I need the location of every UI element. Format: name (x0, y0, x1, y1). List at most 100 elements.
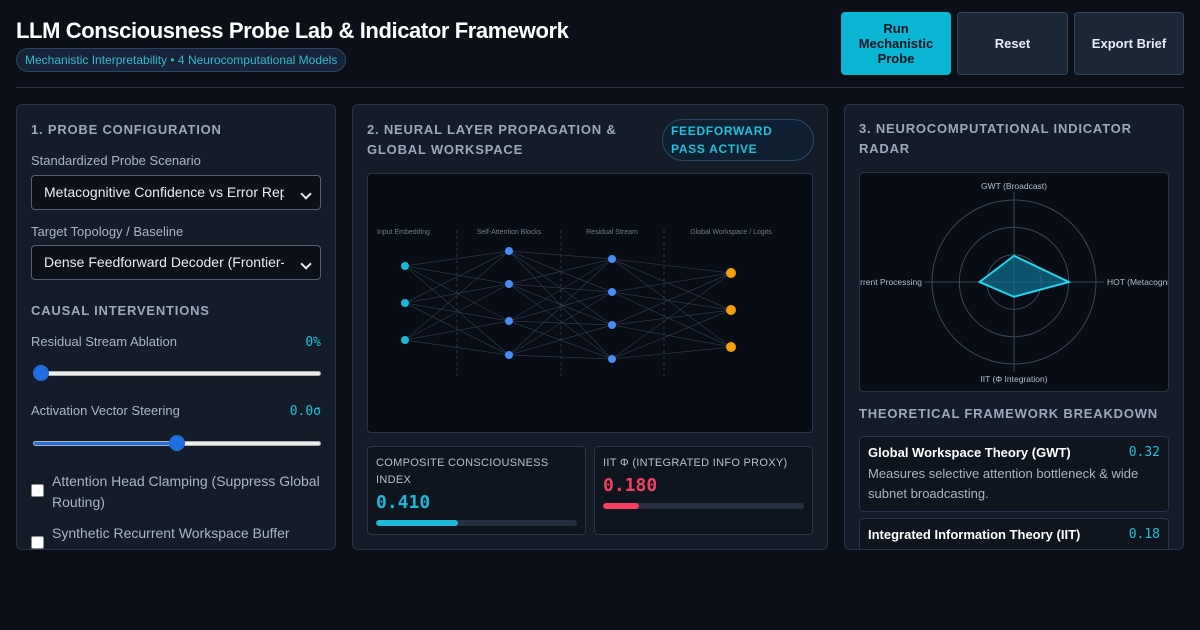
network-edge (611, 346, 732, 360)
network-node (726, 305, 736, 315)
network-visualization: Input Embedding Self-Attention Blocks Resi… (367, 173, 813, 433)
radar-axis-label: HOT (Metacognition) (1107, 277, 1169, 287)
panel-title: 3. Neurocomputational Indicator Radar (859, 121, 1132, 156)
radar-svg: GWT (Broadcast) HOT (Metacognition) IIT (Φ… (860, 181, 1169, 384)
layer-label: Input Embedding (377, 229, 430, 236)
network-edge (404, 283, 510, 341)
steering-slider[interactable] (33, 433, 321, 453)
attention-clamping-option[interactable]: Attention Head Clamping (Suppress Global… (31, 471, 323, 513)
layer-label: Global Workspace / Logits (690, 229, 772, 236)
panel-title: 1. Probe Configuration (31, 122, 222, 137)
network-edge (508, 291, 613, 322)
network-node (505, 351, 513, 359)
ablation-slider[interactable] (33, 363, 321, 383)
framework-description: Measures selective attention bottleneck … (868, 466, 1139, 501)
network-edge (611, 258, 732, 274)
checkbox-label: Synthetic Recurrent Workspace Buffer (52, 525, 290, 541)
network-node (505, 280, 513, 288)
scenario-select[interactable]: Metacognitive Confidence vs Error Report… (31, 175, 321, 210)
chevron-down-icon (300, 188, 312, 200)
propagation-panel: 2. Neural Layer Propagation & Global Wor… (352, 104, 828, 550)
frameworks-title: Theoretical Framework Breakdown (859, 406, 1158, 421)
network-edge (508, 283, 613, 360)
framework-name: Integrated Information Theory (IIT) (868, 527, 1081, 542)
network-edge (611, 309, 732, 326)
steering-value: 0.0σ (289, 404, 321, 419)
steering-label: Activation Vector Steering (31, 403, 180, 418)
probe-configuration-panel: 1. Probe Configuration Standardized Prob… (16, 104, 336, 550)
slider-thumb[interactable] (33, 365, 49, 381)
attention-clamping-checkbox[interactable] (31, 484, 44, 497)
progress-fill (376, 520, 459, 526)
recurrent-buffer-option[interactable]: Synthetic Recurrent Workspace Buffer (31, 523, 323, 549)
recurrent-buffer-checkbox[interactable] (31, 536, 44, 549)
page-title: LLM Consciousness Probe Lab & Indicator … (16, 18, 569, 43)
network-edge (611, 258, 732, 348)
network-node (401, 262, 409, 270)
metric-label: Composite Consciousness Index (376, 457, 549, 486)
progress-fill (603, 503, 640, 509)
network-edge (611, 272, 732, 360)
app-header: LLM Consciousness Probe Lab & Indicator … (16, 12, 1184, 88)
framework-card-iit[interactable]: Integrated Information Theory (IIT) 0.18 (859, 518, 1169, 549)
framework-score: 0.18 (1128, 527, 1160, 542)
network-edge (508, 250, 613, 360)
iit-phi-card: IIT Φ (Integrated Info Proxy) 0.180 (594, 446, 813, 535)
topology-select-value: Dense Feedforward Decoder (Frontier-400B… (44, 254, 284, 270)
metric-value: 0.180 (603, 475, 658, 496)
network-node (608, 255, 616, 263)
network-edge (404, 265, 510, 285)
framework-card-gwt[interactable]: Global Workspace Theory (GWT) 0.32 Measu… (859, 436, 1169, 512)
network-graph: Input Embedding Self-Attention Blocks Resi… (377, 229, 772, 376)
network-edge (611, 291, 732, 348)
radar-value-polygon (977, 254, 1072, 298)
network-edge (508, 324, 613, 356)
topology-select[interactable]: Dense Feedforward Decoder (Frontier-400B… (31, 245, 321, 280)
network-edge (404, 250, 510, 304)
framework-name: Global Workspace Theory (GWT) (868, 445, 1071, 460)
network-node (401, 299, 409, 307)
network-node (726, 342, 736, 352)
network-edge (508, 354, 613, 360)
panel-title: 2. Neural Layer Propagation & Global Wor… (367, 122, 617, 157)
layer-label: Residual Stream (586, 229, 638, 236)
reset-button[interactable]: Reset (957, 12, 1068, 75)
topology-label: Target Topology / Baseline (31, 224, 184, 239)
run-probe-button[interactable]: Run Mechanistic Probe (841, 12, 951, 75)
network-node (608, 288, 616, 296)
progress-bar (376, 520, 577, 526)
network-edge (611, 258, 732, 311)
composite-index-card: Composite Consciousness Index 0.410 (367, 446, 586, 535)
network-edge (508, 283, 613, 326)
network-node (505, 317, 513, 325)
network-edge (404, 250, 510, 267)
radar-axis-label: IIT (Φ Integration) (980, 374, 1047, 384)
framework-score: 0.32 (1128, 445, 1160, 460)
network-edge (508, 258, 613, 285)
radar-axis-label: GWT (Broadcast) (981, 181, 1047, 191)
network-edge (404, 302, 510, 356)
network-edge (404, 283, 510, 304)
network-edge (611, 272, 732, 293)
layer-label: Self-Attention Blocks (477, 229, 542, 236)
network-node (726, 268, 736, 278)
slider-thumb[interactable] (169, 435, 185, 451)
network-edge (404, 339, 510, 356)
indicator-radar-panel: 3. Neurocomputational Indicator Radar GW… (844, 104, 1184, 550)
chevron-down-icon (300, 258, 312, 270)
slider-track (33, 371, 321, 376)
network-node (608, 355, 616, 363)
network-edge (404, 320, 510, 341)
interventions-title: Causal Interventions (31, 303, 210, 318)
export-brief-button[interactable]: Export Brief (1074, 12, 1184, 75)
radar-chart: GWT (Broadcast) HOT (Metacognition) IIT (Φ… (859, 172, 1169, 392)
progress-bar (603, 503, 804, 509)
network-node (608, 321, 616, 329)
network-edge (508, 258, 613, 356)
network-edge (611, 324, 732, 348)
metric-label: IIT Φ (Integrated Info Proxy) (603, 457, 788, 469)
network-edge (611, 309, 732, 360)
network-edge (508, 258, 613, 322)
subtitle-pill: Mechanistic Interpretability • 4 Neuroco… (16, 48, 347, 72)
scenario-label: Standardized Probe Scenario (31, 153, 201, 168)
